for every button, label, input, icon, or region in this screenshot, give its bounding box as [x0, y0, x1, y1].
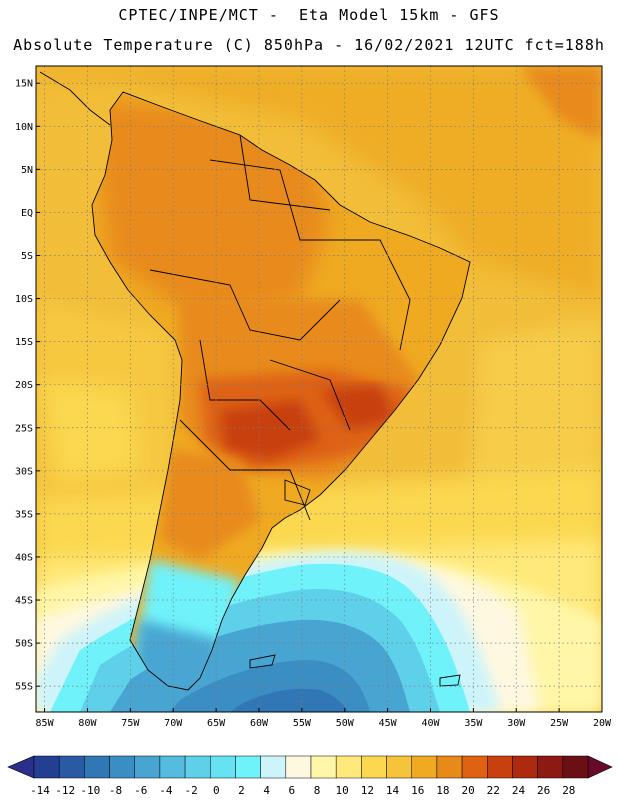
lon-tick-label: 30W	[507, 718, 526, 729]
colorbar-swatch	[335, 755, 362, 779]
colorbar-label: 6	[289, 784, 296, 797]
lon-tick-label: 75W	[121, 718, 140, 729]
colorbar-label: -4	[159, 784, 173, 797]
lon-tick-label: 20W	[593, 718, 612, 729]
colorbar-swatch	[285, 755, 312, 779]
colorbar-label: -10	[80, 784, 100, 797]
colorbar-swatch	[134, 755, 161, 779]
lon-tick-label: 25W	[550, 718, 569, 729]
lon-tick-label: 65W	[207, 718, 226, 729]
lon-tick-label: 50W	[336, 718, 355, 729]
lat-tick-label: 15N	[15, 79, 33, 90]
lat-tick-label: 35S	[15, 509, 33, 520]
colorbar-label: 14	[386, 784, 400, 797]
lon-tick-label: 35W	[464, 718, 483, 729]
temperature-field	[36, 66, 602, 712]
lat-tick-label: 10S	[15, 294, 33, 305]
colorbar-label: 18	[436, 784, 449, 797]
lon-tick-label: 45W	[379, 718, 398, 729]
lon-tick-label: 55W	[293, 718, 312, 729]
colorbar-swatch	[361, 755, 387, 779]
colorbar-swatch	[109, 755, 135, 779]
colorbar-label: 22	[487, 784, 500, 797]
lat-tick-label: 50S	[15, 639, 33, 650]
map-frame	[35, 65, 603, 713]
lat-tick-label: 20S	[15, 380, 33, 391]
colorbar: -14 -12 -10 -8 -6 -4 -2 0 2 4 6 8 10 12 14 16 18 20 22 24 26…	[7, 755, 613, 797]
colorbar-under-arrow	[7, 755, 35, 779]
colorbar-swatch	[159, 755, 186, 779]
colorbar-label: -12	[55, 784, 75, 797]
longitude-axis: 85W 80W 75W 70W 65W 60W 55W 50W 45W 40W 35W 30W 25W 2…	[36, 708, 612, 729]
colorbar-label: 4	[263, 784, 270, 797]
chart-title-line2: Absolute Temperature (C) 850hPa - 16/02/…	[13, 36, 605, 54]
colorbar-label: -6	[134, 784, 147, 797]
colorbar-swatch	[562, 755, 589, 779]
colorbar-swatch	[537, 755, 564, 779]
lat-tick-label: 45S	[15, 596, 33, 607]
colorbar-swatch	[386, 755, 412, 779]
colorbar-over-arrow	[587, 755, 613, 779]
lat-tick-label: EQ	[21, 208, 33, 219]
colorbar-swatch	[84, 755, 110, 779]
colorbar-label: 26	[537, 784, 550, 797]
colorbar-swatch	[58, 755, 85, 779]
coastline	[39, 71, 471, 691]
colorbar-label: 0	[213, 784, 220, 797]
lon-tick-label: 40W	[421, 718, 440, 729]
colorbar-swatch	[235, 755, 261, 779]
colorbar-swatch	[184, 755, 211, 779]
chart-title-line1: CPTEC/INPE/MCT - Eta Model 15km - GFS	[118, 6, 500, 24]
colorbar-label: 20	[461, 784, 474, 797]
colorbar-label: 12	[361, 784, 374, 797]
colorbar-swatch	[310, 755, 337, 779]
lat-tick-label: 30S	[15, 466, 33, 477]
colorbar-label: 24	[512, 784, 526, 797]
colorbar-label: -14	[30, 784, 50, 797]
colorbar-swatch	[436, 755, 463, 779]
lat-tick-label: 5N	[21, 165, 33, 176]
colorbar-label: 8	[314, 784, 321, 797]
colorbar-label: 2	[238, 784, 245, 797]
colorbar-label: 16	[411, 784, 424, 797]
lat-tick-label: 55S	[15, 682, 33, 693]
lon-tick-label: 60W	[250, 718, 269, 729]
colorbar-label: -2	[184, 784, 197, 797]
lat-tick-label: 40S	[15, 552, 33, 563]
lon-tick-label: 80W	[78, 718, 97, 729]
lat-tick-label: 15S	[15, 337, 33, 348]
colorbar-swatch	[461, 755, 488, 779]
colorbar-label: 28	[562, 784, 575, 797]
colorbar-swatch	[487, 755, 513, 779]
colorbar-swatch	[210, 755, 236, 779]
lat-tick-label: 5S	[21, 251, 33, 262]
lat-tick-label: 10N	[15, 122, 33, 133]
lat-tick-label: 25S	[15, 423, 33, 434]
lon-tick-label: 85W	[36, 718, 55, 729]
latitude-axis: 15N 10N 5N EQ 5S 10S 15S 20S 25S 30S 35S 40S 45S 50S 5…	[15, 79, 40, 693]
colorbar-swatch	[260, 755, 287, 779]
colorbar-swatch	[411, 755, 438, 779]
colorbar-label: 10	[336, 784, 349, 797]
colorbar-swatch	[512, 755, 538, 779]
lon-tick-label: 70W	[164, 718, 183, 729]
colorbar-label: -8	[109, 784, 122, 797]
colorbar-swatch	[33, 755, 60, 779]
